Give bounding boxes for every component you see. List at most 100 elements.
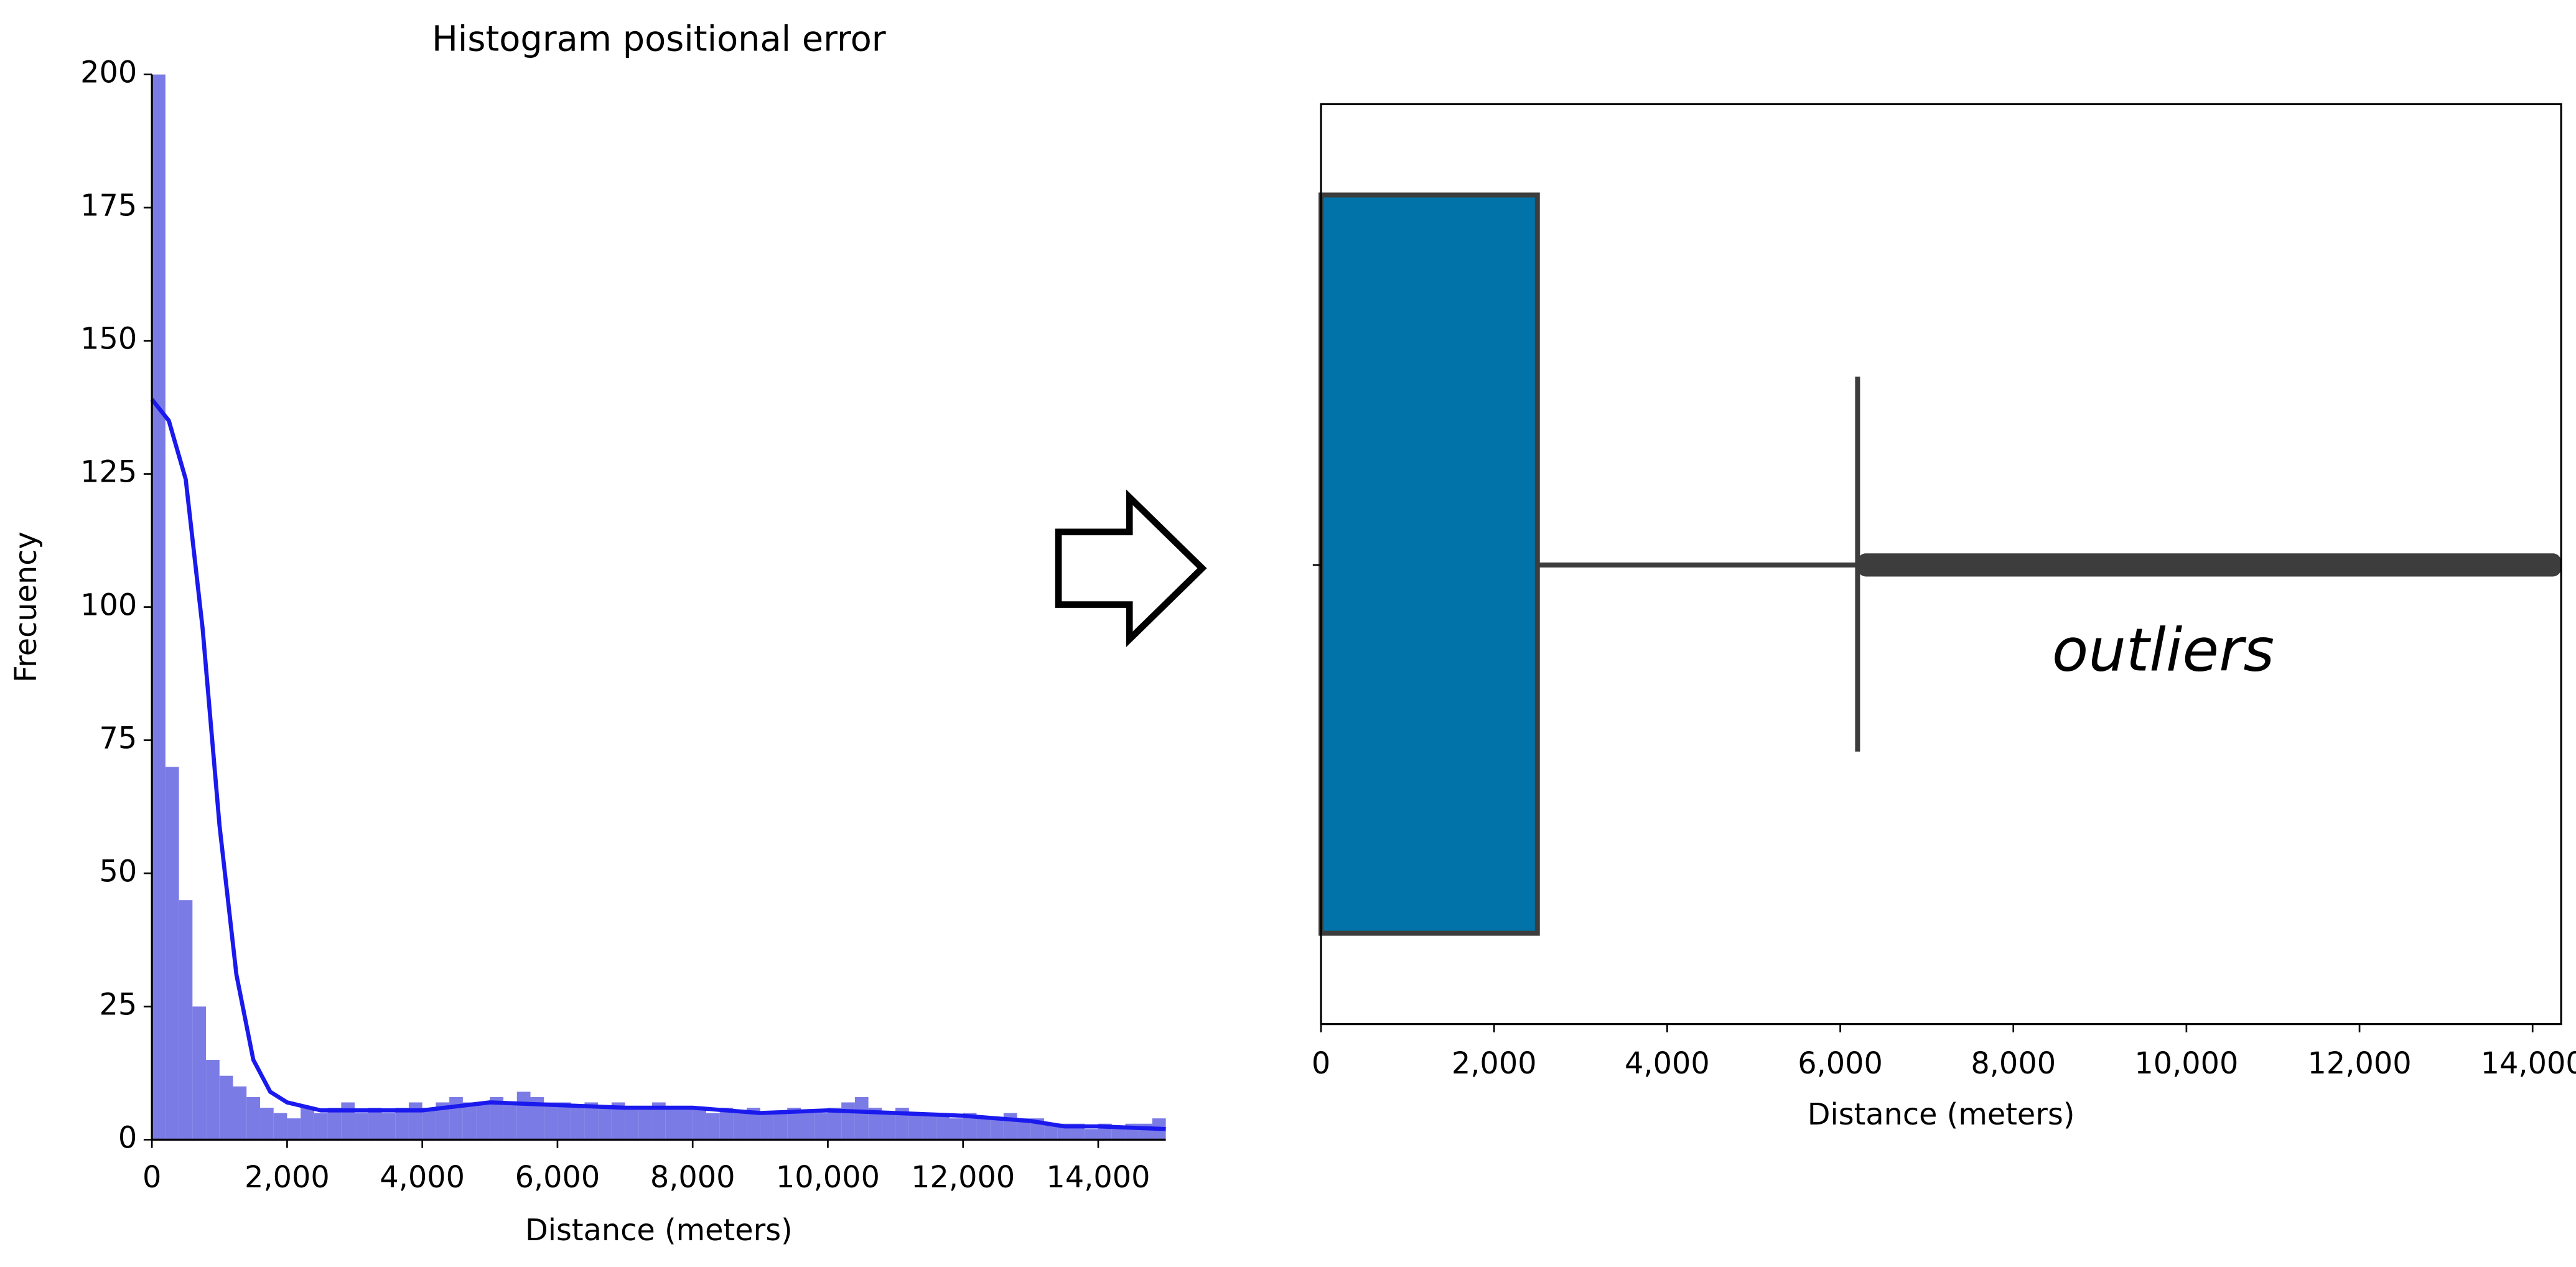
bar <box>395 1108 409 1140</box>
bar <box>828 1108 842 1140</box>
x-tick-label: 6,000 <box>515 1161 600 1195</box>
bar <box>706 1113 720 1140</box>
bar <box>611 1102 625 1140</box>
bar <box>314 1113 328 1140</box>
bar <box>882 1113 896 1140</box>
x-tick-label: 12,000 <box>911 1161 1015 1195</box>
bar <box>179 900 193 1140</box>
bar <box>165 767 179 1140</box>
bar <box>462 1102 477 1140</box>
bar <box>949 1118 963 1140</box>
x-tick-label: 12,000 <box>2308 1047 2412 1081</box>
bar <box>936 1113 950 1140</box>
y-tick-label: 50 <box>100 854 138 889</box>
bar <box>192 1006 207 1140</box>
bar <box>652 1102 666 1140</box>
bar <box>665 1108 679 1140</box>
y-tick-label: 100 <box>80 589 137 623</box>
bar <box>1111 1129 1126 1140</box>
bar <box>436 1102 450 1140</box>
bar <box>449 1096 463 1140</box>
x-axis-label: Distance (meters) <box>1808 1098 2075 1132</box>
y-tick-label: 150 <box>80 322 137 357</box>
x-tick-label: 6,000 <box>1798 1047 1883 1081</box>
bar <box>259 1108 274 1140</box>
bar <box>787 1108 801 1140</box>
x-tick-label: 4,000 <box>1625 1047 1710 1081</box>
bar <box>233 1086 247 1140</box>
bar <box>516 1092 531 1140</box>
bar <box>206 1060 220 1140</box>
box <box>1318 192 1540 936</box>
y-tick-label: 125 <box>80 456 137 490</box>
bar <box>530 1096 544 1140</box>
bar <box>381 1113 396 1140</box>
x-tick-label: 2,000 <box>1452 1047 1537 1081</box>
bar <box>1017 1118 1031 1140</box>
y-axis-label: Frecuency <box>9 531 44 683</box>
arrow <box>1055 489 1207 647</box>
x-tick-label: 0 <box>1312 1047 1330 1081</box>
y-tick-label: 25 <box>100 988 138 1022</box>
bar <box>544 1102 558 1140</box>
y-tick-label: 0 <box>118 1121 137 1155</box>
bar <box>1044 1123 1058 1140</box>
bar <box>246 1096 260 1140</box>
x-tick-label: 0 <box>142 1161 161 1195</box>
bar <box>301 1108 314 1140</box>
x-tick-label: 8,000 <box>650 1161 735 1195</box>
bar <box>368 1108 382 1140</box>
bar <box>638 1108 653 1140</box>
x-tick-label: 8,000 <box>1971 1047 2056 1081</box>
bar <box>733 1113 747 1140</box>
x-tick-label: 14,000 <box>2481 1047 2576 1081</box>
bar <box>598 1108 612 1140</box>
bar <box>963 1113 977 1140</box>
annotation: outliers <box>2052 615 2274 685</box>
bar <box>679 1108 693 1140</box>
bar <box>355 1113 368 1140</box>
bar <box>219 1075 233 1140</box>
bar <box>854 1096 869 1140</box>
kde-line <box>150 398 1166 1131</box>
x-tick-label: 14,000 <box>1046 1161 1150 1195</box>
bar <box>908 1113 923 1140</box>
x-tick-label: 10,000 <box>776 1161 880 1195</box>
bar <box>693 1108 706 1140</box>
bar <box>814 1113 828 1140</box>
bar <box>152 74 166 1140</box>
x-axis-label: Distance (meters) <box>525 1213 793 1248</box>
bar <box>801 1113 814 1140</box>
bar <box>922 1113 936 1140</box>
x-tick-label: 10,000 <box>2134 1047 2238 1081</box>
bar <box>760 1113 774 1140</box>
bar <box>868 1108 882 1140</box>
bar <box>773 1113 788 1140</box>
bar <box>273 1113 287 1140</box>
bar <box>341 1102 355 1140</box>
y-tick-label: 75 <box>100 722 138 756</box>
y-tick-label: 175 <box>80 189 137 223</box>
outliers <box>1857 553 2562 577</box>
x-tick-label: 2,000 <box>245 1161 330 1195</box>
bar <box>408 1102 422 1140</box>
bar <box>557 1102 571 1140</box>
bar <box>287 1118 301 1140</box>
chart-title: Histogram positional error <box>432 19 886 60</box>
bar <box>422 1108 436 1140</box>
x-tick-label: 4,000 <box>380 1161 465 1195</box>
bar <box>571 1108 585 1140</box>
bar <box>503 1102 517 1140</box>
bar <box>1085 1129 1098 1140</box>
bar <box>327 1108 342 1140</box>
bar <box>976 1118 991 1140</box>
bar <box>490 1096 504 1140</box>
bar <box>719 1108 734 1140</box>
bar <box>990 1118 1004 1140</box>
bar <box>747 1108 760 1140</box>
bar <box>584 1102 599 1140</box>
bar <box>476 1102 490 1140</box>
y-tick-label: 200 <box>80 56 137 90</box>
bar <box>625 1108 639 1140</box>
